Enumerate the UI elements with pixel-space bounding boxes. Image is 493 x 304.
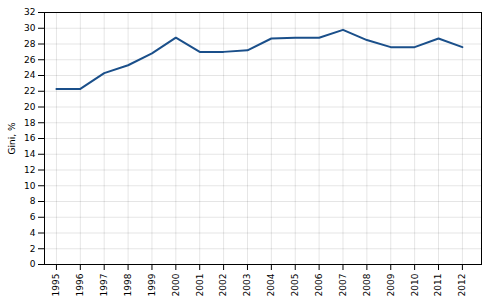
svg-text:2010: 2010 <box>410 273 420 296</box>
svg-text:2007: 2007 <box>338 274 348 297</box>
svg-text:2005: 2005 <box>290 274 300 297</box>
svg-text:18: 18 <box>24 118 36 128</box>
svg-text:Gini, %: Gini, % <box>7 122 17 154</box>
svg-text:20: 20 <box>24 102 36 112</box>
svg-text:0: 0 <box>30 259 36 269</box>
svg-text:2009: 2009 <box>386 273 396 296</box>
svg-text:30: 30 <box>24 23 36 33</box>
svg-text:28: 28 <box>24 39 36 49</box>
svg-text:2004: 2004 <box>266 273 276 296</box>
svg-text:14: 14 <box>24 149 36 159</box>
svg-text:2011: 2011 <box>433 274 443 297</box>
svg-text:2: 2 <box>30 244 36 254</box>
svg-text:2001: 2001 <box>195 274 205 297</box>
svg-text:22: 22 <box>24 86 35 96</box>
svg-text:12: 12 <box>24 165 35 175</box>
svg-text:2003: 2003 <box>242 274 252 297</box>
svg-text:1999: 1999 <box>147 273 157 296</box>
svg-text:10: 10 <box>24 181 36 191</box>
svg-text:1997: 1997 <box>99 274 109 297</box>
svg-text:1995: 1995 <box>51 274 61 297</box>
svg-text:16: 16 <box>24 133 36 143</box>
svg-text:2006: 2006 <box>314 273 324 296</box>
svg-text:2008: 2008 <box>362 273 372 296</box>
svg-text:2012: 2012 <box>457 274 467 297</box>
svg-text:24: 24 <box>24 70 36 80</box>
svg-text:2002: 2002 <box>218 274 228 297</box>
svg-text:2000: 2000 <box>171 273 181 296</box>
svg-text:6: 6 <box>30 212 36 222</box>
svg-text:32: 32 <box>24 7 35 17</box>
svg-text:4: 4 <box>30 228 36 238</box>
svg-text:26: 26 <box>24 55 36 65</box>
svg-text:8: 8 <box>30 196 36 206</box>
svg-text:1998: 1998 <box>123 273 133 296</box>
svg-text:1996: 1996 <box>75 273 85 296</box>
